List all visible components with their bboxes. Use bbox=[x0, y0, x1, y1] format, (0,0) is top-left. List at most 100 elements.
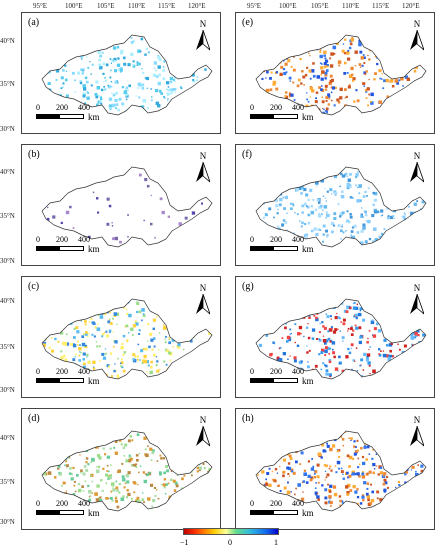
lon-label: 95°E bbox=[33, 2, 48, 10]
basin-outline bbox=[41, 430, 213, 512]
scale-bar-graphic bbox=[250, 246, 298, 251]
scale-bar: 0 200 400 km bbox=[36, 103, 136, 127]
lat-label: 35°N bbox=[0, 212, 15, 220]
scale-tick: 200 bbox=[56, 367, 68, 376]
scale-tick: 200 bbox=[56, 499, 68, 508]
yellow-river-basin-map bbox=[255, 430, 427, 512]
yellow-river-basin-map bbox=[255, 34, 427, 116]
panel-label: (c) bbox=[28, 281, 40, 292]
scale-unit: km bbox=[302, 112, 314, 122]
basin-outline bbox=[255, 298, 427, 380]
scale-tick: 200 bbox=[270, 235, 282, 244]
map-panel: (h) N 0 200 400 km bbox=[235, 408, 435, 530]
lon-label: 100°E bbox=[279, 2, 297, 10]
panel-label: (b) bbox=[28, 149, 40, 160]
yellow-river-basin-map bbox=[41, 166, 213, 248]
north-label: N bbox=[413, 283, 421, 293]
lat-label: 30°N bbox=[0, 125, 15, 133]
basin-outline bbox=[41, 166, 213, 248]
scale-tick: 0 bbox=[36, 367, 40, 376]
north-arrow-icon: N bbox=[408, 415, 426, 449]
map-panel: (e) N 0 200 400 km bbox=[235, 12, 435, 134]
basin-outline bbox=[255, 430, 427, 512]
scale-bar-graphic bbox=[36, 246, 84, 251]
colorbar-max-label: 1 bbox=[274, 538, 278, 547]
yellow-river-basin-map bbox=[255, 298, 427, 380]
scale-bar-graphic bbox=[250, 114, 298, 119]
scale-tick: 200 bbox=[56, 103, 68, 112]
basin-outline bbox=[255, 34, 427, 116]
scale-tick: 0 bbox=[36, 499, 40, 508]
lat-label: 40°N bbox=[0, 297, 15, 305]
lon-label: 120°E bbox=[402, 2, 420, 10]
lat-label: 35°N bbox=[0, 80, 15, 88]
scale-tick: 0 bbox=[36, 235, 40, 244]
scale-bar: 0 200 400 km bbox=[250, 499, 350, 523]
lon-label: 115°E bbox=[372, 2, 390, 10]
lat-label: 35°N bbox=[0, 478, 15, 486]
scale-tick: 0 bbox=[250, 103, 254, 112]
scale-tick: 0 bbox=[250, 499, 254, 508]
north-label: N bbox=[199, 415, 207, 425]
scale-unit: km bbox=[88, 376, 100, 386]
basin-outline bbox=[255, 166, 427, 248]
lat-label: 40°N bbox=[0, 168, 15, 176]
scale-bar: 0 200 400 km bbox=[36, 499, 136, 523]
lat-label: 35°N bbox=[0, 343, 15, 351]
north-arrow-icon: N bbox=[194, 415, 212, 449]
lon-label: 100°E bbox=[65, 2, 83, 10]
scale-tick: 400 bbox=[78, 367, 90, 376]
scale-tick: 200 bbox=[270, 367, 282, 376]
yellow-river-basin-map bbox=[41, 298, 213, 380]
lat-label: 40°N bbox=[0, 37, 15, 45]
scale-unit: km bbox=[302, 376, 314, 386]
panel-label: (a) bbox=[28, 17, 40, 28]
north-arrow-icon: N bbox=[408, 151, 426, 185]
map-panel: (a) N 0 200 400 km bbox=[21, 12, 221, 134]
basin-outline bbox=[41, 298, 213, 380]
north-label: N bbox=[413, 19, 421, 29]
north-arrow-icon: N bbox=[408, 283, 426, 317]
colorbar-min-label: −1 bbox=[180, 538, 189, 547]
map-panel: (g) N 0 200 400 km bbox=[235, 276, 435, 398]
scale-unit: km bbox=[88, 508, 100, 518]
panel-label: (d) bbox=[28, 413, 40, 424]
scale-bar: 0 200 400 km bbox=[250, 367, 350, 391]
lon-label: 105°E bbox=[97, 2, 115, 10]
scale-tick: 0 bbox=[250, 367, 254, 376]
map-panel: (c) N 0 200 400 km bbox=[21, 276, 221, 398]
yellow-river-basin-map bbox=[41, 430, 213, 512]
north-label: N bbox=[199, 283, 207, 293]
scale-unit: km bbox=[302, 244, 314, 254]
scale-bar: 0 200 400 km bbox=[36, 367, 136, 391]
north-arrow-icon: N bbox=[194, 19, 212, 53]
lat-label: 30°N bbox=[0, 518, 15, 526]
lon-label: 110°E bbox=[128, 2, 146, 10]
scale-bar-graphic bbox=[250, 510, 298, 515]
map-panel: (b) N 0 200 400 km bbox=[21, 144, 221, 266]
lon-label: 115°E bbox=[158, 2, 176, 10]
scale-tick: 400 bbox=[292, 235, 304, 244]
north-arrow-icon: N bbox=[194, 151, 212, 185]
lat-label: 40°N bbox=[0, 434, 15, 442]
panel-label: (e) bbox=[242, 17, 254, 28]
north-label: N bbox=[413, 415, 421, 425]
lon-label: 105°E bbox=[311, 2, 329, 10]
scale-bar-graphic bbox=[250, 378, 298, 383]
colorbar-mid-label: 0 bbox=[228, 538, 232, 547]
scale-bar: 0 200 400 km bbox=[250, 235, 350, 259]
scale-bar-graphic bbox=[36, 378, 84, 383]
yellow-river-basin-map bbox=[41, 34, 213, 116]
basin-outline bbox=[41, 34, 213, 116]
lat-label: 30°N bbox=[0, 257, 15, 265]
north-arrow-icon: N bbox=[408, 19, 426, 53]
scale-tick: 400 bbox=[78, 235, 90, 244]
lon-label: 95°E bbox=[247, 2, 262, 10]
scale-unit: km bbox=[88, 112, 100, 122]
scale-bar: 0 200 400 km bbox=[250, 103, 350, 127]
scale-tick: 200 bbox=[270, 499, 282, 508]
scale-unit: km bbox=[88, 244, 100, 254]
colorbar bbox=[183, 528, 279, 535]
map-panel: (f) N 0 200 400 km bbox=[235, 144, 435, 266]
lat-label: 30°N bbox=[0, 386, 15, 394]
